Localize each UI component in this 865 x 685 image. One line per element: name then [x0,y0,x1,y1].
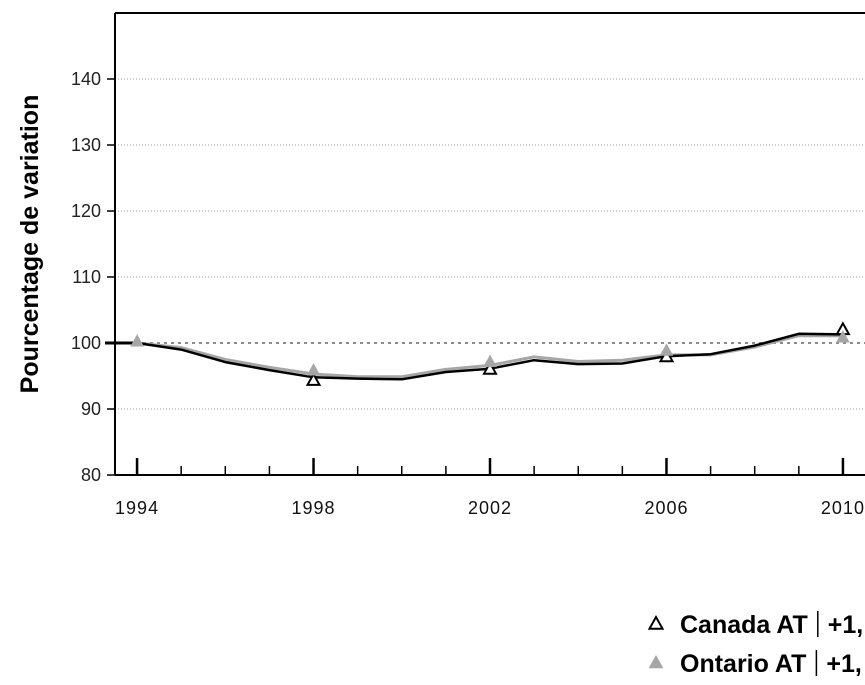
ontario-marker [836,330,850,343]
legend-value-canada: +1, [828,611,863,639]
y-axis-ticks: 80 90 100 110 120 130 140 [71,69,135,485]
canada-marker [305,372,322,386]
legend: Canada AT +1, Ontario AT +1, [647,611,863,678]
legend-marker-canada [647,614,665,630]
legend-label-canada: Canada AT [680,611,808,639]
y-tick-label: 110 [72,267,101,287]
x-tick-label: 1998 [292,498,336,518]
ontario-marker [130,334,144,347]
y-tick-label: 80 [81,465,101,485]
legend-marker-ontario [648,654,664,669]
y-tick-label: 120 [71,201,101,221]
legend-label-ontario: Ontario AT [680,650,806,678]
y-tick-label: 90 [81,399,101,419]
ontario-marker [483,354,497,367]
y-axis-label: Pourcentage de variation [16,95,44,394]
ontario-marker [659,343,674,356]
x-tick-label: 2006 [644,498,688,518]
canada-marker [658,348,675,363]
canada-marker [482,360,498,375]
y-tick-label: 130 [71,135,101,155]
x-axis-ticks: 1994 1998 2002 2006 2010 [115,458,865,518]
series-markers [130,321,851,386]
ontario-marker [306,363,321,376]
legend-value-ontario: +1, [826,650,861,678]
x-tick-label: 2002 [468,498,512,518]
x-tick-label: 1994 [115,498,159,518]
y-tick-label: 140 [71,69,101,89]
gridlines [115,78,865,410]
axes [114,12,865,476]
y-tick-label: 100 [71,333,101,353]
x-tick-label: 2010 [821,498,865,518]
